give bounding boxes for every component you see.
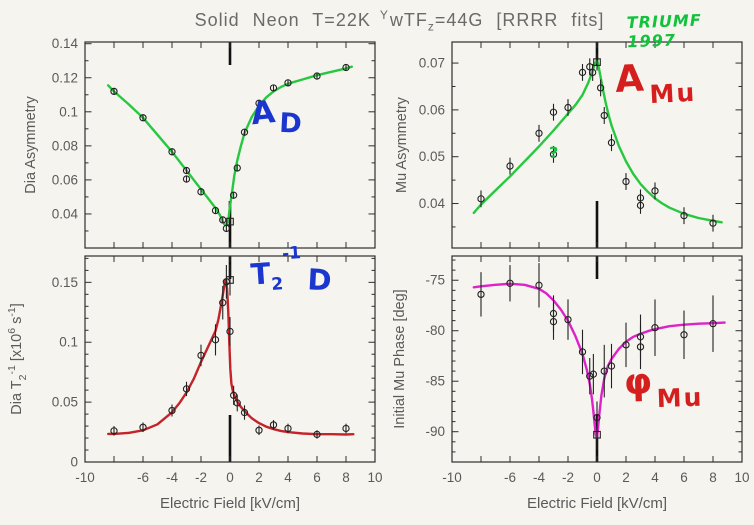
svg-text:0.1: 0.1 xyxy=(59,335,78,350)
svg-text:-85: -85 xyxy=(425,374,445,389)
credit-annotation: TRIUMF 1997 xyxy=(626,10,703,52)
svg-text:0: 0 xyxy=(593,470,601,485)
annotation-main: A xyxy=(249,94,277,133)
svg-text:0: 0 xyxy=(70,455,78,470)
title-text-2: wTF xyxy=(389,10,428,30)
tick-labels: 0 0.05 0.1 0.15 -10 -6 -4 -2 0 2 4 6 8 10 Electric Fie… xyxy=(52,275,383,512)
svg-text:0.08: 0.08 xyxy=(52,138,78,153)
tick-labels: -90 -85 -80 -75 -10 -6 -4 -2 0 2 4 6 8 10 Electric Fie… xyxy=(425,273,749,512)
title-text-3: =44G [RRRR fits] xyxy=(434,10,605,30)
svg-text:10: 10 xyxy=(734,470,749,485)
title-superscript: Y xyxy=(379,8,389,22)
ticks xyxy=(85,256,375,462)
ticks xyxy=(452,256,742,462)
data-points xyxy=(110,63,350,233)
panel-mu-phase: -90 -85 -80 -75 -10 -6 -4 -2 0 2 4 6 8 10 Electric Fie… xyxy=(392,255,750,512)
zero-field-point xyxy=(593,58,601,66)
y-axis-label: Mu Asymmetry xyxy=(394,96,410,193)
annotation-base: T xyxy=(249,256,272,292)
annotation-main: A xyxy=(613,56,645,101)
data-points xyxy=(110,264,350,439)
y-axis-label: Dia Asymmetry xyxy=(23,96,39,194)
annotation-superscript: -1 xyxy=(281,243,302,265)
fit-curve xyxy=(472,60,723,224)
fit-curve xyxy=(106,278,355,436)
svg-text:0.05: 0.05 xyxy=(52,395,78,410)
ticks xyxy=(85,42,375,248)
y-axis-label: Initial Mu Phase [deg] xyxy=(392,289,408,428)
svg-text:0.15: 0.15 xyxy=(52,275,78,290)
svg-text:0.12: 0.12 xyxy=(52,70,78,85)
annotation-subscript: 2 xyxy=(270,274,284,295)
svg-text:-4: -4 xyxy=(533,470,545,485)
svg-text:-75: -75 xyxy=(425,273,445,288)
title-subscript: z xyxy=(427,19,435,34)
annotation-mu-phase: φ Mu xyxy=(623,361,704,413)
panel-mu-asymmetry: 0.04 0.05 0.06 0.07 Mu Asymmetry xyxy=(394,41,743,249)
svg-text:0.06: 0.06 xyxy=(419,102,445,117)
svg-text:-10: -10 xyxy=(442,470,462,485)
svg-text:10: 10 xyxy=(367,470,382,485)
svg-text:0.07: 0.07 xyxy=(419,56,445,71)
data-points xyxy=(477,53,717,232)
svg-text:0.04: 0.04 xyxy=(52,206,79,221)
title-text-1: Solid Neon T=22K xyxy=(194,10,371,30)
svg-text:0.14: 0.14 xyxy=(52,36,79,51)
annotation-dia-asymmetry: AD xyxy=(249,94,302,140)
svg-text:2: 2 xyxy=(622,470,630,485)
svg-text:-2: -2 xyxy=(195,470,207,485)
panel-dia-t2-rate: 0 0.05 0.1 0.15 -10 -6 -4 -2 0 2 4 6 8 10 Electric Fie… xyxy=(6,255,383,512)
svg-text:-2: -2 xyxy=(562,470,574,485)
svg-text:4: 4 xyxy=(651,470,659,485)
tick-labels: 0.04 0.06 0.08 0.1 0.12 0.14 xyxy=(52,36,79,221)
svg-text:0.04: 0.04 xyxy=(419,196,446,211)
svg-text:-90: -90 xyxy=(425,424,445,439)
ticks xyxy=(452,42,742,248)
x-axis-label: Electric Field [kV/cm] xyxy=(160,495,300,512)
fit-curve xyxy=(472,282,726,439)
annotation-subscript: Mu xyxy=(648,77,697,110)
svg-text:4: 4 xyxy=(284,470,292,485)
svg-text:8: 8 xyxy=(709,470,717,485)
svg-text:0.06: 0.06 xyxy=(52,172,78,187)
svg-text:-80: -80 xyxy=(425,323,445,338)
figure-title: Solid Neon T=22K YwTFz=44G [RRRR fits] xyxy=(0,8,754,34)
annotation-subscript: D xyxy=(278,107,303,140)
svg-text:6: 6 xyxy=(680,470,688,485)
outlier-question-mark: ? xyxy=(549,143,559,162)
tick-labels: 0.04 0.05 0.06 0.07 xyxy=(419,56,446,211)
fit-curve xyxy=(106,65,353,227)
panel-dia-asymmetry: 0.04 0.06 0.08 0.1 0.12 0.14 Dia Asymmetry xyxy=(23,36,376,249)
svg-text:0.1: 0.1 xyxy=(59,104,78,119)
y-axis-label: Dia T2-1 [x106 s-1] xyxy=(6,303,29,415)
data-points xyxy=(477,263,717,450)
x-axis-label: Electric Field [kV/cm] xyxy=(527,495,667,512)
svg-text:0: 0 xyxy=(226,470,234,485)
annotation-subscript: Mu xyxy=(656,382,704,414)
svg-text:8: 8 xyxy=(342,470,350,485)
zero-field-point xyxy=(226,217,234,226)
svg-text:-10: -10 xyxy=(75,470,95,485)
svg-text:-6: -6 xyxy=(504,470,516,485)
annotation-main: φ xyxy=(623,361,653,404)
svg-text:6: 6 xyxy=(313,470,321,485)
annotation-dia-t2-rate: T2 -1D xyxy=(249,243,332,297)
svg-text:-6: -6 xyxy=(137,470,149,485)
svg-text:-4: -4 xyxy=(166,470,178,485)
svg-text:0.05: 0.05 xyxy=(419,149,445,164)
svg-text:2: 2 xyxy=(255,470,263,485)
zero-field-point xyxy=(593,430,601,439)
annotation-mu-asymmetry: A Mu xyxy=(613,56,697,110)
zero-field-point xyxy=(226,276,234,284)
annotation-tail: D xyxy=(306,262,332,298)
